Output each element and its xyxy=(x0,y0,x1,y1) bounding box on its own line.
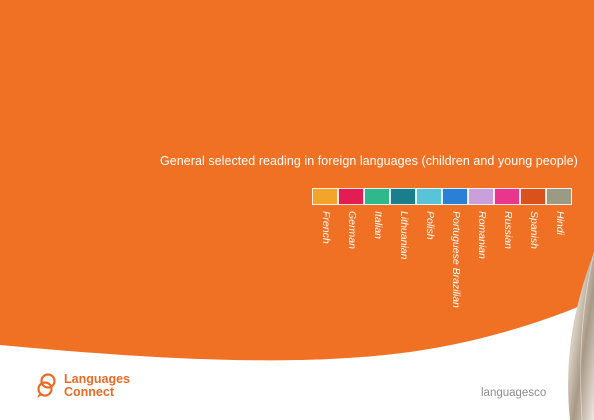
language-label: German xyxy=(346,211,358,249)
language-label: Lithuanian xyxy=(398,211,410,260)
language-label: Spanish xyxy=(528,211,540,249)
section-heading: General selected reading in foreign lang… xyxy=(160,154,578,168)
language-swatch: Lithuanian xyxy=(390,188,416,259)
language-label: Romanian xyxy=(476,211,488,259)
logo-line-1: Languages xyxy=(64,372,130,386)
logo-line-2: Connect xyxy=(64,385,114,399)
language-swatch-row: French German Italian Lithuanian Polish Portu… xyxy=(312,188,572,308)
language-swatch: French xyxy=(312,188,338,244)
language-label: Italian xyxy=(372,211,384,240)
language-swatch: Spanish xyxy=(520,188,546,249)
language-label: Polish xyxy=(424,211,436,240)
language-swatch: Hindi xyxy=(546,188,572,235)
language-swatch: Russian xyxy=(494,188,520,249)
languages-connect-logo: Languages Connect xyxy=(36,373,130,399)
language-label: Russian xyxy=(502,211,514,249)
language-swatch: Italian xyxy=(364,188,390,239)
website-url: languagesco xyxy=(481,387,547,399)
speech-bubbles-icon xyxy=(37,373,56,398)
language-swatch: Polish xyxy=(416,188,442,240)
language-label: Portuguese Brazilian xyxy=(450,211,462,308)
language-swatch: Romanian xyxy=(468,188,494,259)
language-label: Hindi xyxy=(554,211,566,235)
language-swatch: German xyxy=(338,188,364,249)
language-label: French xyxy=(320,211,332,244)
language-swatch: Portuguese Brazilian xyxy=(442,188,468,308)
logo-wordmark: Languages Connect xyxy=(64,373,130,399)
